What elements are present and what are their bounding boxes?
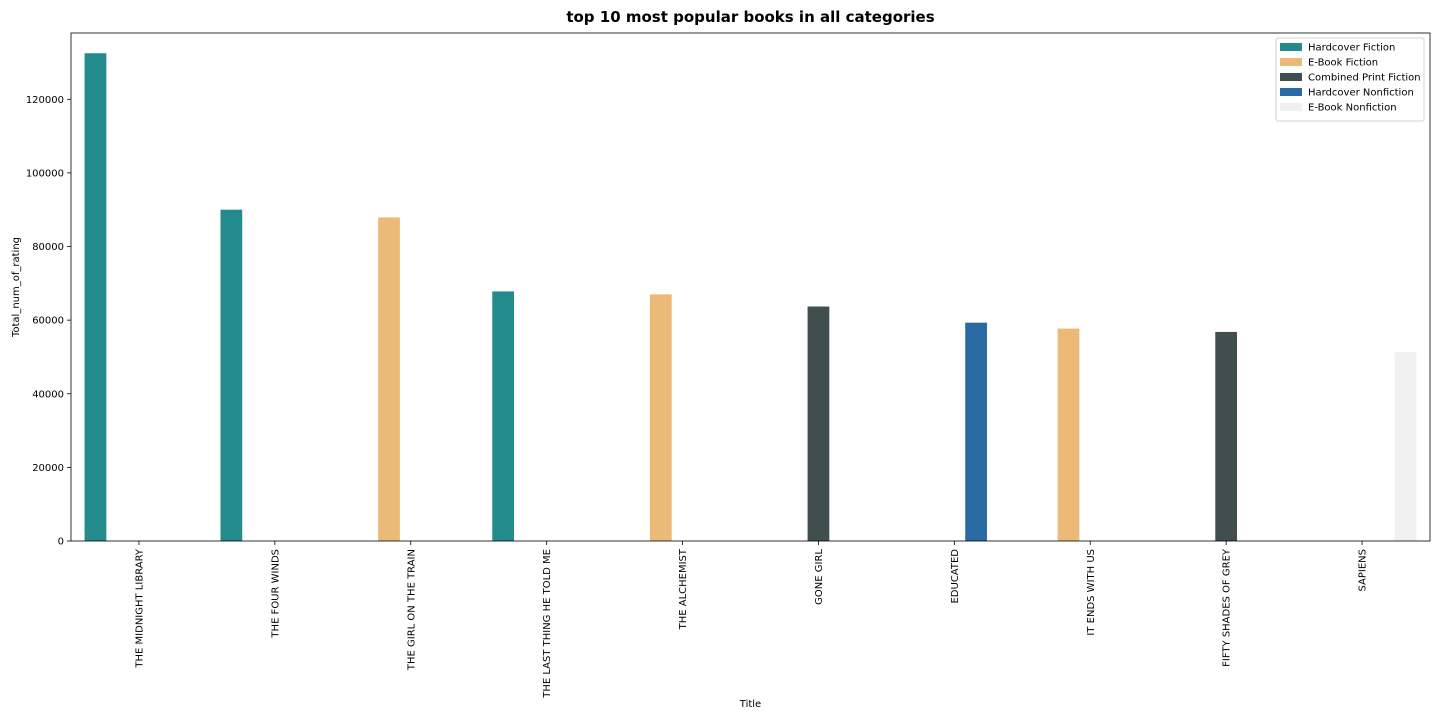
legend-box — [1275, 37, 1425, 122]
legend-swatch — [1280, 43, 1302, 51]
y-tick-label: 60000 — [32, 316, 64, 327]
x-tick-label: SAPIENS — [1358, 549, 1369, 592]
bar — [965, 322, 987, 541]
x-tick-label: THE LAST THING HE TOLD ME — [542, 549, 553, 699]
legend-swatch — [1280, 103, 1302, 111]
x-tick-label: THE GIRL ON THE TRAIN — [406, 549, 417, 671]
bar — [1215, 331, 1238, 541]
axes-layer: 0 20000 40000 60000 80000 100000 120000 THE MID… — [26, 32, 1431, 699]
chart-title: top 10 most popular books in all categor… — [566, 8, 934, 26]
legend-label: Hardcover Nonfiction — [1308, 88, 1414, 99]
legend-label: Hardcover Fiction — [1308, 43, 1395, 54]
x-tick-label: THE ALCHEMIST — [678, 548, 689, 630]
legend-label: E-Book Nonfiction — [1308, 103, 1397, 114]
legend-swatch — [1280, 73, 1302, 81]
legend-label: E-Book Fiction — [1308, 58, 1378, 69]
x-tick-label: THE FOUR WINDS — [270, 549, 281, 639]
legend: Hardcover Fiction E-Book Fiction Combined … — [1275, 37, 1425, 122]
y-tick-label: 100000 — [26, 168, 64, 179]
bar — [807, 306, 830, 541]
x-tick-label: IT ENDS WITH US — [1086, 549, 1097, 636]
legend-label: Combined Print Fiction — [1308, 73, 1421, 84]
bar — [1394, 352, 1417, 541]
bar — [492, 291, 515, 541]
x-axis-title: Title — [739, 699, 761, 710]
bar — [378, 217, 400, 541]
legend-swatch — [1280, 88, 1302, 96]
plot-frame — [70, 32, 1431, 542]
y-axis-title: Total_num_of_rating — [11, 237, 22, 338]
x-tick-label: THE MIDNIGHT LIBRARY — [134, 548, 145, 668]
bars-layer — [84, 53, 1417, 542]
y-tick-label: 0 — [58, 537, 64, 548]
x-tick-label: FIFTY SHADES OF GREY — [1222, 548, 1233, 667]
bar — [649, 294, 672, 541]
x-tick-label: GONE GIRL — [814, 549, 825, 605]
bar — [84, 53, 107, 542]
y-tick-label: 20000 — [32, 463, 64, 474]
legend-swatch — [1280, 58, 1302, 66]
bar — [1057, 328, 1080, 541]
y-tick-label: 80000 — [32, 242, 64, 253]
bar — [220, 209, 243, 541]
x-tick-label: EDUCATED — [950, 549, 961, 604]
y-tick-label: 40000 — [32, 389, 64, 400]
y-tick-label: 120000 — [26, 95, 64, 106]
